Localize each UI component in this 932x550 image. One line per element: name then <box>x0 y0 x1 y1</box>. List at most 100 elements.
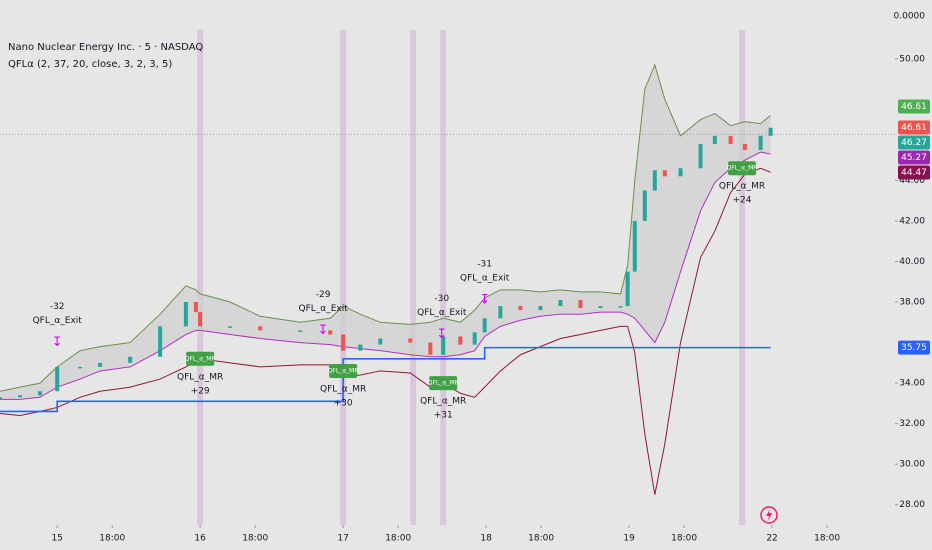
price-label-box <box>898 165 930 180</box>
candle <box>328 330 333 335</box>
candle <box>632 220 637 272</box>
price-label-box <box>898 120 930 135</box>
x-tick-label: 18 <box>480 534 492 544</box>
mr-box-label: QFL_α_MR <box>727 165 758 172</box>
candle <box>228 326 233 328</box>
y-tick-label: 50.00 <box>899 54 925 64</box>
price-label: 35.75 <box>901 343 927 353</box>
candle <box>128 356 133 363</box>
candle <box>768 127 773 136</box>
candle <box>183 302 188 327</box>
y-tick-label: 40.00 <box>899 257 925 267</box>
mr-box-label: QFL_α_MR <box>428 380 459 387</box>
y-tick-label: 30.00 <box>899 460 925 470</box>
candle <box>78 366 83 369</box>
candle <box>625 271 630 307</box>
band-line <box>0 63 771 392</box>
exit-arrow: ↧ <box>52 335 63 350</box>
x-tick-label: 22 <box>766 534 777 544</box>
candle <box>441 336 446 355</box>
signal-count: -29 <box>316 290 331 300</box>
mr-box <box>429 376 458 391</box>
price-label: 44.47 <box>901 168 927 178</box>
price-label-box <box>898 150 930 165</box>
mr-box-label: QFL_α_MR <box>185 355 216 362</box>
signal-label: QFL_α_MR <box>177 372 223 382</box>
chart-title: Nano Nuclear Energy Inc. · 5 · NASDAQ <box>8 42 203 53</box>
candle <box>742 143 747 150</box>
signal-count: +31 <box>434 411 453 421</box>
candle <box>408 338 413 343</box>
x-tick-label: 19 <box>623 534 635 544</box>
candle <box>458 336 463 345</box>
signal-label: QFL_α_MR <box>719 182 765 192</box>
session-highlight <box>410 30 417 525</box>
x-tick-label: 17 <box>337 534 348 544</box>
candle <box>428 342 433 355</box>
alert-bolt[interactable] <box>766 509 772 521</box>
x-tick-label: 18:00 <box>99 534 125 544</box>
signal-count: -31 <box>477 260 492 270</box>
y-tick-label: 32.00 <box>899 419 925 429</box>
x-tick-label: 18:00 <box>242 534 268 544</box>
candle <box>618 306 623 308</box>
candle <box>558 300 563 307</box>
candle <box>482 318 487 333</box>
candle <box>193 302 198 313</box>
session-highlight <box>197 30 204 525</box>
price-label: 46.61 <box>901 123 927 133</box>
candle <box>158 326 163 357</box>
candle <box>0 397 2 399</box>
price-label: 46.61 <box>901 102 927 112</box>
price-label: 46.27 <box>901 138 927 148</box>
y-tick-label: 44.00 <box>899 176 925 186</box>
y-tick-label: 42.00 <box>899 216 925 226</box>
x-tick-label: 15 <box>51 534 62 544</box>
exit-arrow: ↧ <box>318 323 329 338</box>
candle <box>652 170 657 191</box>
x-tick-label: 16 <box>194 534 206 544</box>
candle <box>55 366 60 392</box>
session-highlight <box>739 30 746 525</box>
candle <box>758 135 763 150</box>
mr-box <box>728 161 757 176</box>
candle <box>678 168 683 177</box>
candle <box>98 362 103 367</box>
candle <box>598 306 603 309</box>
candle <box>498 306 503 319</box>
candle <box>298 330 303 332</box>
top-label: 0.0000 <box>894 12 926 22</box>
signal-count: -30 <box>434 294 449 304</box>
candle <box>472 332 477 345</box>
alert-icon[interactable] <box>760 506 778 524</box>
candle <box>712 135 717 144</box>
candle <box>728 135 733 144</box>
candle <box>341 334 346 351</box>
candle <box>358 344 363 351</box>
indicator-legend: QFLα (2, 37, 20, close, 3, 2, 3, 5) <box>8 59 172 70</box>
x-tick-label: 18:00 <box>671 534 697 544</box>
candle <box>378 338 383 345</box>
candle <box>578 300 583 309</box>
y-tick-label: 34.00 <box>899 379 925 389</box>
price-label-box <box>898 340 930 355</box>
signal-label: QFL_α_MR <box>320 384 366 394</box>
mr-box <box>186 351 215 366</box>
session-highlight <box>440 30 447 525</box>
signal-label: QFL_α_Exit <box>33 316 83 326</box>
signal-count: +29 <box>191 386 210 396</box>
signal-label: QFL_α_Exit <box>298 304 348 314</box>
band-fill <box>0 64 771 400</box>
candle <box>518 306 523 311</box>
signal-label: QFL_α_Exit <box>417 308 467 318</box>
candle <box>538 306 543 311</box>
mr-box <box>329 363 358 378</box>
x-tick-label: 18:00 <box>385 534 411 544</box>
y-tick-label: 38.00 <box>899 298 925 308</box>
candle <box>662 170 667 177</box>
session-highlight <box>340 30 347 525</box>
signal-count: +30 <box>334 398 353 408</box>
